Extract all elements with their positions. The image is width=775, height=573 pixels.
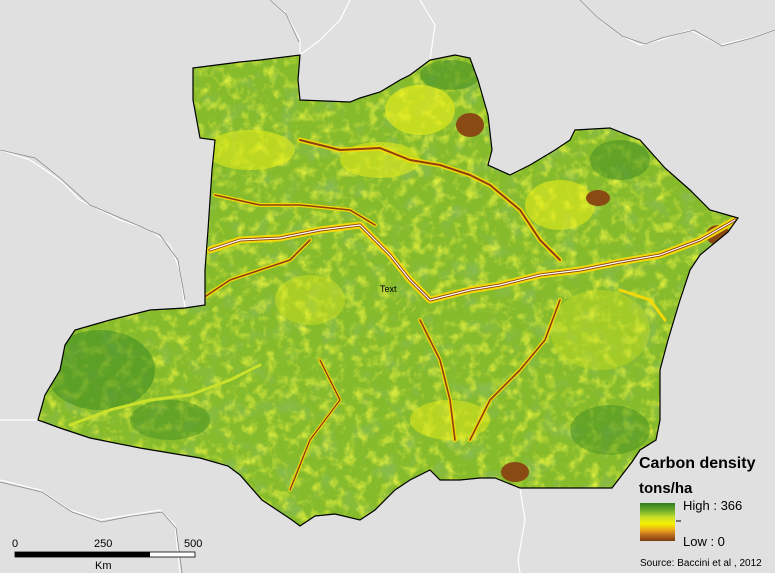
legend-color-ramp	[640, 503, 675, 541]
scale-tick-500: 500	[184, 538, 203, 550]
scale-tick-250: 250	[94, 538, 113, 550]
legend-title: Carbon density	[639, 455, 756, 472]
scale-bar	[14, 551, 196, 558]
legend-low-label: Low : 0	[683, 534, 725, 549]
scale-unit: Km	[95, 560, 112, 572]
source-credit: Source: Baccini et al , 2012	[640, 558, 762, 569]
state-boundary	[37, 54, 739, 527]
scale-tick-0: 0	[12, 538, 19, 550]
legend-units: tons/ha	[639, 480, 693, 497]
river-network	[68, 137, 738, 492]
place-label: Text	[380, 284, 397, 294]
legend-high-label: High : 366	[683, 498, 743, 513]
